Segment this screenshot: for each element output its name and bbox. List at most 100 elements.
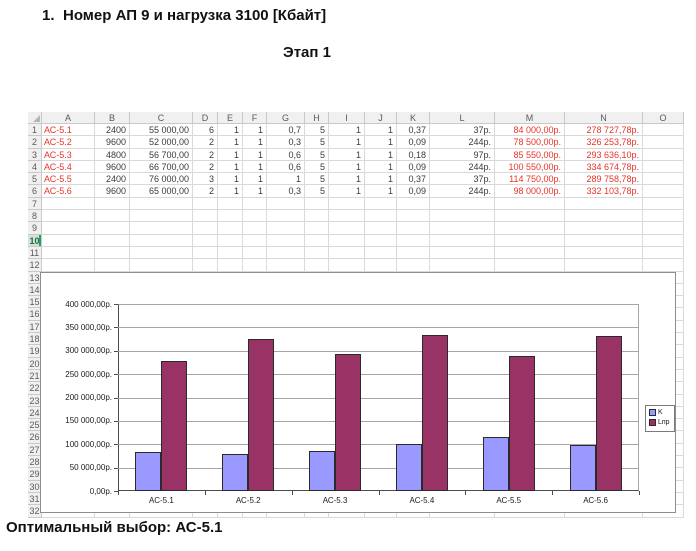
cell-f7[interactable] [243, 197, 267, 211]
cell-a5[interactable]: АС-5.5 [42, 173, 95, 186]
cell-b2[interactable]: 9600 [95, 136, 130, 149]
cell-a11[interactable] [42, 246, 95, 260]
cell-g8[interactable] [267, 210, 305, 223]
cell-i8[interactable] [329, 210, 365, 223]
row-header-3[interactable]: 3 [28, 148, 42, 161]
chart-bar-k-ас-5.1[interactable] [135, 451, 162, 491]
column-header-d[interactable]: D [193, 112, 218, 124]
cell-j7[interactable] [365, 197, 397, 211]
cell-b12[interactable] [95, 259, 130, 272]
cell-g3[interactable]: 0,6 [267, 148, 305, 161]
row-header-10[interactable]: 10 [28, 234, 42, 247]
cell-k8[interactable] [397, 210, 430, 223]
cell-n10[interactable] [565, 234, 643, 247]
cell-g4[interactable]: 0,6 [267, 160, 305, 174]
cell-f8[interactable] [243, 210, 267, 223]
cell-h5[interactable]: 5 [305, 173, 329, 186]
cell-b8[interactable] [95, 210, 130, 223]
column-header-f[interactable]: F [243, 112, 267, 124]
cell-j1[interactable]: 1 [365, 124, 397, 137]
cell-a8[interactable] [42, 210, 95, 223]
cell-e12[interactable] [218, 259, 243, 272]
cell-o5[interactable] [643, 173, 684, 186]
cell-k12[interactable] [397, 259, 430, 272]
column-header-o[interactable]: O [643, 112, 684, 124]
cell-i4[interactable]: 1 [329, 160, 365, 174]
column-header-m[interactable]: M [495, 112, 565, 124]
chart-bar-k-ас-5.4[interactable] [395, 444, 422, 491]
chart-bar-lпр-ас-5.4[interactable] [421, 334, 448, 491]
cell-f4[interactable]: 1 [243, 160, 267, 174]
cell-h8[interactable] [305, 210, 329, 223]
cell-o6[interactable] [643, 185, 684, 198]
cell-b4[interactable]: 9600 [95, 160, 130, 174]
row-header-5[interactable]: 5 [28, 173, 42, 186]
cell-h11[interactable] [305, 246, 329, 260]
cell-e5[interactable]: 1 [218, 173, 243, 186]
column-header-a[interactable]: A [42, 112, 95, 124]
bar-chart[interactable]: K Lпр 0,00р. 50 000,00р. 100 000,00р. 150 00… [40, 272, 676, 513]
cell-c7[interactable] [130, 197, 193, 211]
cell-g11[interactable] [267, 246, 305, 260]
cell-l8[interactable] [430, 210, 495, 223]
cell-o10[interactable] [643, 234, 684, 247]
column-header-j[interactable]: J [365, 112, 397, 124]
cell-j5[interactable]: 1 [365, 173, 397, 186]
cell-f11[interactable] [243, 246, 267, 260]
cell-d2[interactable]: 2 [193, 136, 218, 149]
cell-j9[interactable] [365, 222, 397, 235]
cell-f1[interactable]: 1 [243, 124, 267, 137]
cell-h12[interactable] [305, 259, 329, 272]
cell-g10[interactable] [267, 234, 305, 247]
cell-i6[interactable]: 1 [329, 185, 365, 198]
cell-o7[interactable] [643, 197, 684, 211]
cell-o12[interactable] [643, 259, 684, 272]
cell-j6[interactable]: 1 [365, 185, 397, 198]
cell-f12[interactable] [243, 259, 267, 272]
cell-e3[interactable]: 1 [218, 148, 243, 161]
column-header-c[interactable]: C [130, 112, 193, 124]
cell-m1[interactable]: 84 000,00р. [495, 124, 565, 137]
cell-m7[interactable] [495, 197, 565, 211]
cell-e2[interactable]: 1 [218, 136, 243, 149]
cell-l9[interactable] [430, 222, 495, 235]
cell-l12[interactable] [430, 259, 495, 272]
cell-c1[interactable]: 55 000,00 [130, 124, 193, 137]
cell-g12[interactable] [267, 259, 305, 272]
cell-c6[interactable]: 65 000,00 [130, 185, 193, 198]
cell-b1[interactable]: 2400 [95, 124, 130, 137]
column-header-g[interactable]: G [267, 112, 305, 124]
cell-o2[interactable] [643, 136, 684, 149]
legend-item-k[interactable]: K [649, 409, 672, 416]
cell-o1[interactable] [643, 124, 684, 137]
column-header-i[interactable]: I [329, 112, 365, 124]
cell-h10[interactable] [305, 234, 329, 247]
cell-k10[interactable] [397, 234, 430, 247]
chart-bar-k-ас-5.3[interactable] [309, 451, 336, 491]
cell-i7[interactable] [329, 197, 365, 211]
cell-h6[interactable]: 5 [305, 185, 329, 198]
cell-l6[interactable]: 244р. [430, 185, 495, 198]
cell-j10[interactable] [365, 234, 397, 247]
column-header-k[interactable]: K [397, 112, 430, 124]
cell-a12[interactable] [42, 259, 95, 272]
cell-f10[interactable] [243, 234, 267, 247]
row-header-6[interactable]: 6 [28, 185, 42, 198]
cell-e9[interactable] [218, 222, 243, 235]
cell-j8[interactable] [365, 210, 397, 223]
cell-h9[interactable] [305, 222, 329, 235]
column-header-h[interactable]: H [305, 112, 329, 124]
cell-j11[interactable] [365, 246, 397, 260]
cell-m2[interactable]: 78 500,00р. [495, 136, 565, 149]
cell-c10[interactable] [130, 234, 193, 247]
cell-d7[interactable] [193, 197, 218, 211]
row-header-8[interactable]: 8 [28, 210, 42, 223]
chart-bar-lпр-ас-5.3[interactable] [335, 353, 362, 491]
cell-n8[interactable] [565, 210, 643, 223]
cell-g1[interactable]: 0,7 [267, 124, 305, 137]
cell-c8[interactable] [130, 210, 193, 223]
cell-l5[interactable]: 37р. [430, 173, 495, 186]
cell-e10[interactable] [218, 234, 243, 247]
cell-f6[interactable]: 1 [243, 185, 267, 198]
column-header-l[interactable]: L [430, 112, 495, 124]
